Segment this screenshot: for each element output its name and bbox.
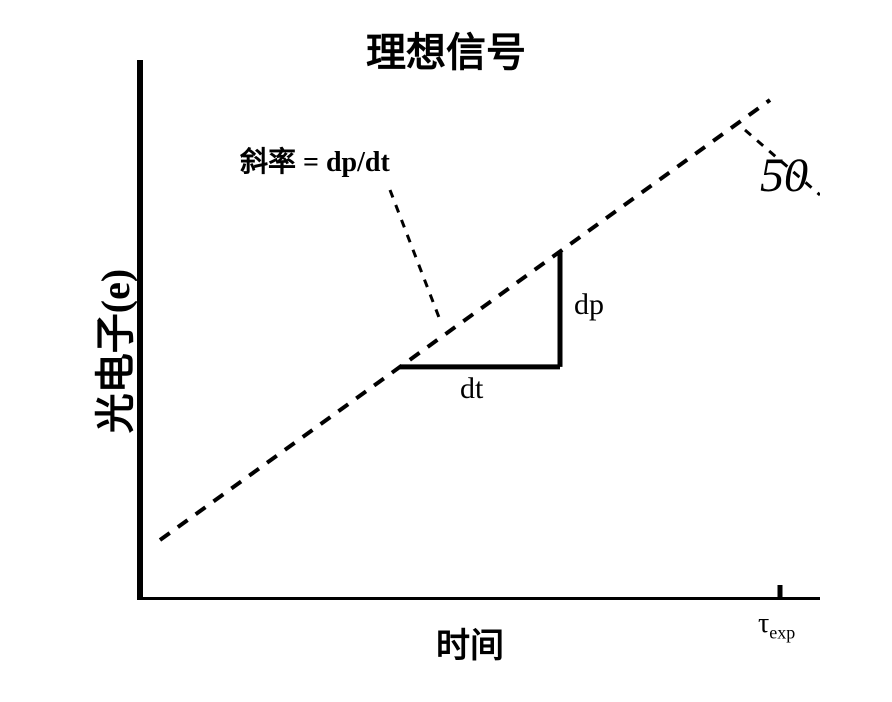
plot-area: 斜率 = dp/dt dp dt 50 <box>120 60 820 600</box>
slope-annotation: 斜率 = dp/dt <box>240 140 390 180</box>
tau-symbol: τ <box>758 608 769 639</box>
dp-label: dp <box>574 288 604 322</box>
slope-leader <box>390 190 440 320</box>
slope-annotation-rest: = dp/dt <box>296 147 390 178</box>
chart-svg <box>120 60 820 600</box>
dt-label: dt <box>460 372 483 406</box>
tau-subscript: exp <box>769 623 795 643</box>
figure-container: 理想信号 光电子(e) 斜率 = dp/dt dp <box>0 0 892 702</box>
slope-annotation-prefix: 斜率 <box>240 147 296 178</box>
series-ref-label: 50 <box>760 148 808 203</box>
x-axis-label: 时间 <box>120 618 820 667</box>
x-tick-label-tau-exp: τexp <box>758 608 795 644</box>
